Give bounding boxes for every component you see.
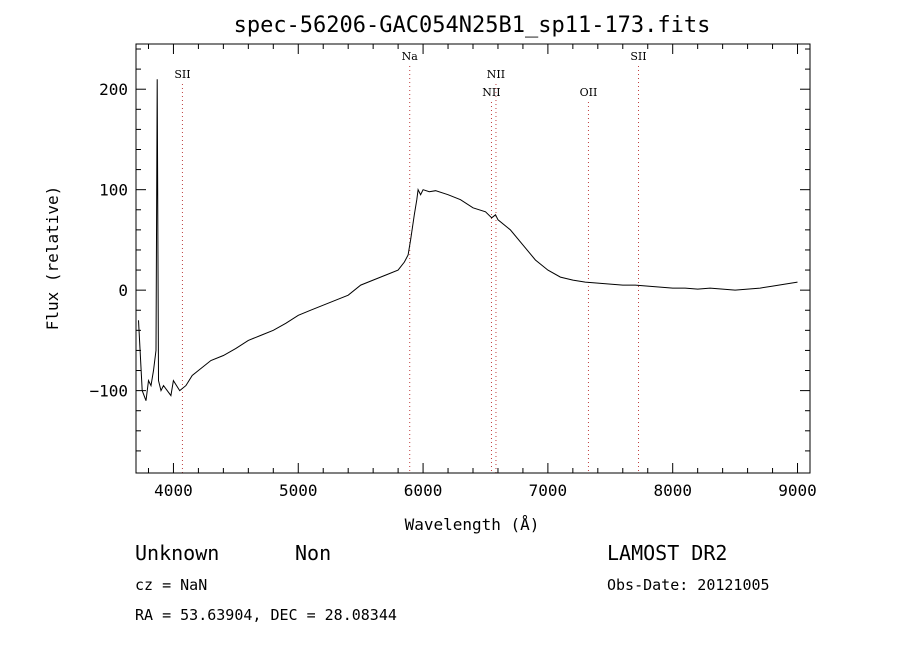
object-subclass: Non bbox=[295, 541, 331, 565]
emission-line-markers: SII Na NII NII OII SII bbox=[174, 50, 647, 473]
chart-title: spec-56206-GAC054N25B1_sp11-173.fits bbox=[234, 13, 711, 38]
x-axis-ticks: 4000 5000 6000 7000 8000 9000 bbox=[147, 44, 817, 500]
line-marker-label-nii: NII bbox=[487, 68, 505, 81]
line-marker-label-oii: OII bbox=[580, 86, 598, 99]
x-tick-label: 4000 bbox=[154, 481, 193, 500]
coordinates-readout: RA = 53.63904, DEC = 28.08344 bbox=[135, 606, 397, 624]
x-axis-label: Wavelength (Å) bbox=[405, 515, 540, 534]
redshift-readout: cz = NaN bbox=[135, 576, 207, 594]
object-class: Unknown bbox=[135, 541, 219, 565]
observation-date: Obs-Date: 20121005 bbox=[607, 576, 770, 594]
line-marker-label-sii: SII bbox=[630, 50, 646, 63]
x-tick-label: 5000 bbox=[279, 481, 318, 500]
x-tick-label: 8000 bbox=[653, 481, 692, 500]
x-tick-label: 6000 bbox=[404, 481, 443, 500]
x-tick-label: 9000 bbox=[778, 481, 817, 500]
y-tick-label: 100 bbox=[99, 181, 128, 200]
line-marker-label-na: Na bbox=[402, 50, 419, 63]
line-marker-label-sii: SII bbox=[174, 68, 190, 81]
spectrum-line bbox=[138, 79, 798, 401]
plot-frame bbox=[135, 43, 811, 474]
x-tick-label: 7000 bbox=[529, 481, 568, 500]
y-tick-label: −100 bbox=[89, 382, 128, 401]
y-tick-label: 0 bbox=[118, 281, 128, 300]
y-tick-label: 200 bbox=[99, 80, 128, 99]
y-axis-label: Flux (relative) bbox=[43, 186, 62, 331]
y-axis-ticks: −100 0 100 200 bbox=[89, 48, 810, 452]
line-marker-label-nii: NII bbox=[482, 86, 500, 99]
survey-name: LAMOST DR2 bbox=[607, 541, 727, 565]
